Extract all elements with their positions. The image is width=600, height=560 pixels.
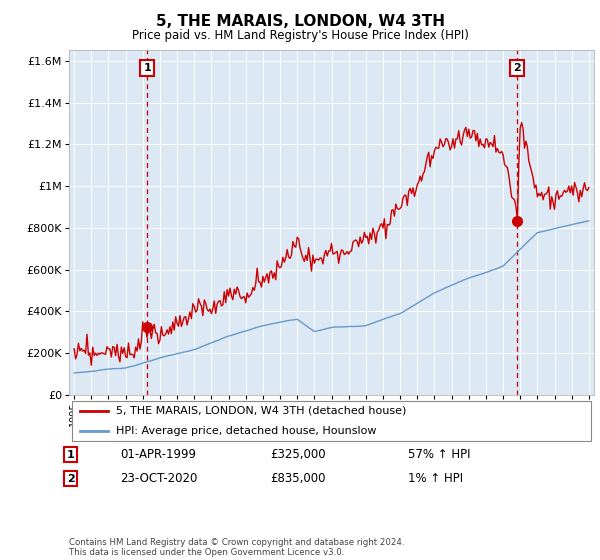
Text: £835,000: £835,000 <box>270 472 325 486</box>
Text: 1% ↑ HPI: 1% ↑ HPI <box>408 472 463 486</box>
Text: HPI: Average price, detached house, Hounslow: HPI: Average price, detached house, Houn… <box>116 426 377 436</box>
Text: 1: 1 <box>143 63 151 73</box>
Text: 2: 2 <box>67 474 74 484</box>
Text: £325,000: £325,000 <box>270 448 326 461</box>
Text: 01-APR-1999: 01-APR-1999 <box>120 448 196 461</box>
Text: 5, THE MARAIS, LONDON, W4 3TH: 5, THE MARAIS, LONDON, W4 3TH <box>155 14 445 29</box>
Text: 2: 2 <box>513 63 521 73</box>
Text: 5, THE MARAIS, LONDON, W4 3TH (detached house): 5, THE MARAIS, LONDON, W4 3TH (detached … <box>116 406 407 416</box>
Text: Price paid vs. HM Land Registry's House Price Index (HPI): Price paid vs. HM Land Registry's House … <box>131 29 469 42</box>
Text: 23-OCT-2020: 23-OCT-2020 <box>120 472 197 486</box>
FancyBboxPatch shape <box>71 401 592 441</box>
Text: 1: 1 <box>67 450 74 460</box>
Text: Contains HM Land Registry data © Crown copyright and database right 2024.
This d: Contains HM Land Registry data © Crown c… <box>69 538 404 557</box>
Text: 57% ↑ HPI: 57% ↑ HPI <box>408 448 470 461</box>
